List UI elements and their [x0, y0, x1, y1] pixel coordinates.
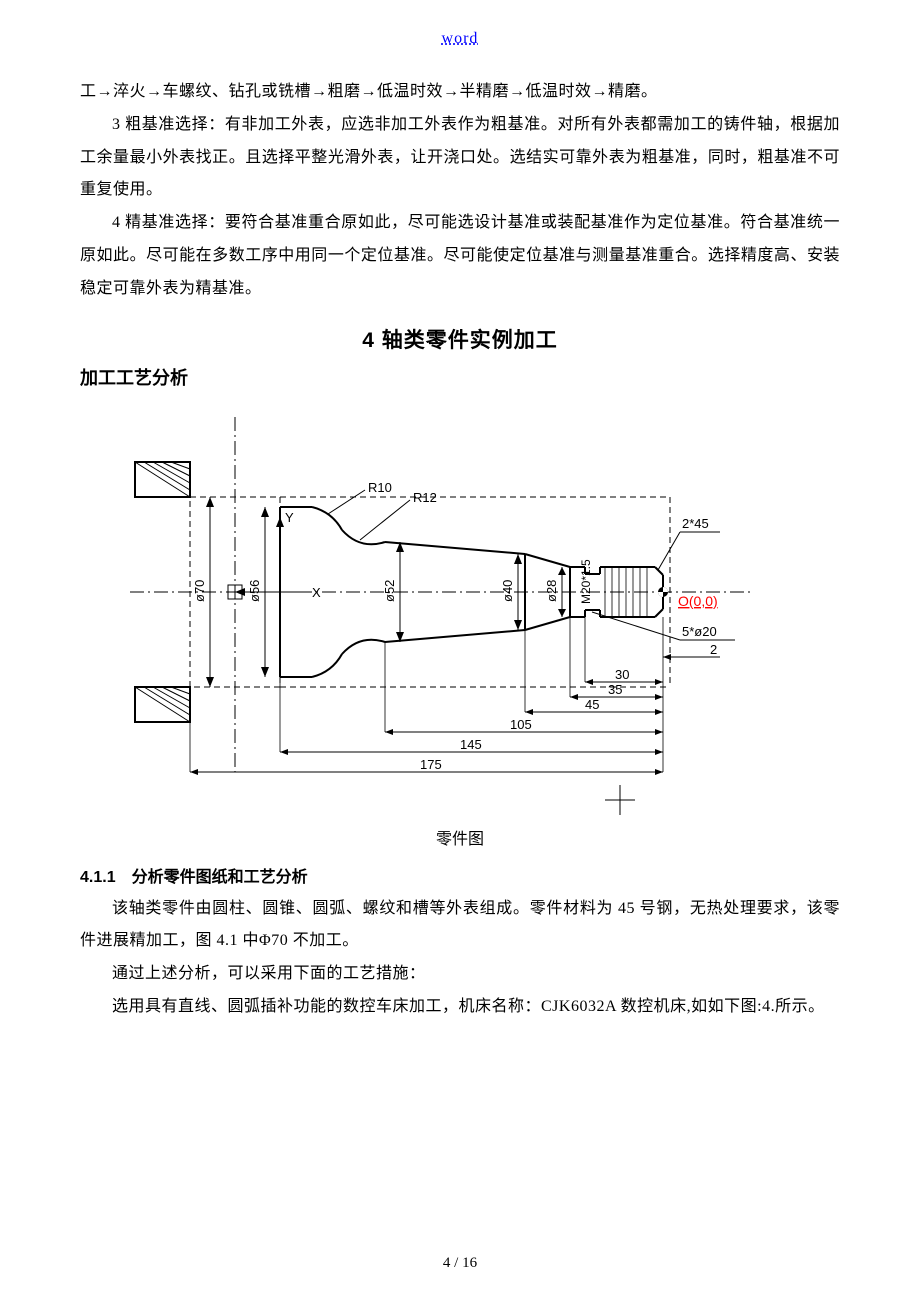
label-y: Y	[285, 510, 294, 525]
page: word 工→淬火→车螺纹、钻孔或铣槽→粗磨→低温时效→半精磨→低温时效→精磨。…	[0, 0, 920, 1302]
label-l35: 35	[608, 682, 622, 697]
subsection-title: 加工工艺分析	[80, 364, 840, 390]
paragraph-6: 选用具有直线、圆弧插补功能的数控车床加工，机床名称：CJK6032A 数控机床,…	[80, 991, 840, 1024]
label-m20: M20*1.5	[579, 559, 593, 604]
label-x: X	[312, 585, 321, 600]
subsubsection-title: 4.1.1 分析零件图纸和工艺分析	[80, 863, 840, 887]
figure-caption: 零件图	[80, 825, 840, 849]
label-d28: ø28	[544, 579, 559, 601]
label-l30: 30	[615, 667, 629, 682]
label-l175: 175	[420, 757, 442, 772]
label-l145: 145	[460, 737, 482, 752]
label-r12: R12	[413, 490, 437, 505]
paragraph-4: 该轴类零件由圆柱、圆锥、圆弧、螺纹和槽等外表组成。零件材料为 45 号钢，无热处…	[80, 893, 840, 959]
label-r10: R10	[368, 480, 392, 495]
paragraph-2: 3 粗基准选择：有非加工外表，应选非加工外表作为粗基准。对所有外表都需加工的铸件…	[80, 109, 840, 207]
label-origin: O(0,0)	[678, 593, 718, 609]
label-d52: ø52	[382, 579, 397, 601]
label-l45: 45	[585, 697, 599, 712]
paragraph-3: 4 精基准选择：要符合基准重合原如此，尽可能选设计基准或装配基准作为定位基准。符…	[80, 207, 840, 305]
label-d56: ø56	[247, 579, 262, 601]
label-d70: ø70	[192, 579, 207, 601]
section-title: 4 轴类零件实例加工	[80, 324, 840, 354]
label-l105: 105	[510, 717, 532, 732]
label-chamfer: 2*45	[682, 516, 709, 531]
paragraph-1: 工→淬火→车螺纹、钻孔或铣槽→粗磨→低温时效→半精磨→低温时效→精磨。	[80, 76, 840, 109]
paragraph-5: 通过上述分析，可以采用下面的工艺措施：	[80, 958, 840, 991]
label-l2: 2	[710, 642, 717, 657]
page-number: 4 / 16	[0, 1255, 920, 1272]
figure-container: R10 R12 ø70 ø56 ø52 ø40	[80, 402, 840, 817]
label-d40: ø40	[500, 579, 515, 601]
header-word: word	[80, 30, 840, 48]
part-drawing: R10 R12 ø70 ø56 ø52 ø40	[80, 402, 760, 817]
label-groove: 5*ø20	[682, 624, 717, 639]
